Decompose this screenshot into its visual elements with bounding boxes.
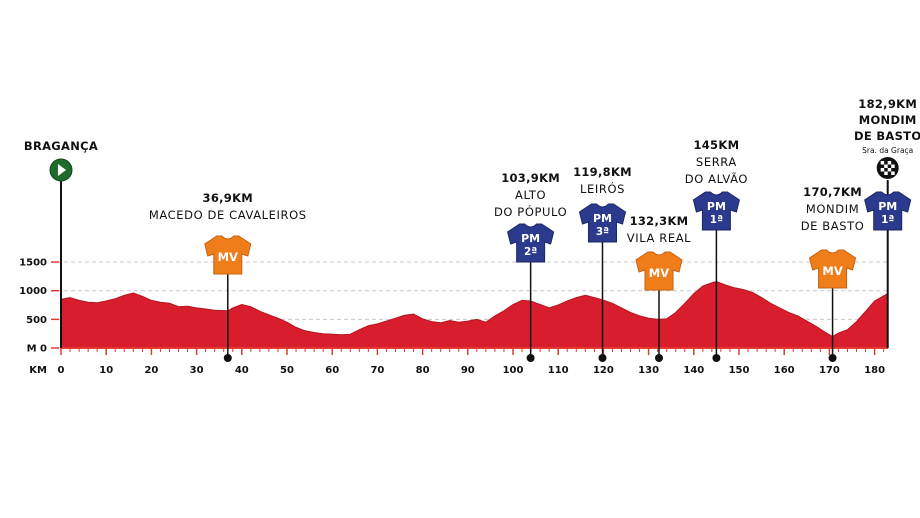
y-tick-label-500: 500 [26, 315, 47, 326]
climb-distance-label: 170,7KM [803, 185, 862, 199]
climb-km-dot [598, 354, 607, 362]
climb-markers: 36,9KM MACEDO DE CAVALEIROS MV 103,9KM ALTO D… [149, 138, 865, 362]
y-tick-label-1500: 1500 [19, 258, 47, 269]
x-tick-label-160: 160 [774, 365, 795, 376]
jersey-body [864, 191, 912, 231]
climb-marker: 132,3KM VILA REAL MV [627, 214, 691, 362]
finish-name-line2: DE BASTO [854, 129, 920, 143]
finish-sub-label: Sra. da Graça [862, 146, 913, 155]
jersey-label: MV [218, 250, 238, 264]
x-tick-label-140: 140 [683, 365, 704, 376]
climb-name-label: VILA REAL [627, 231, 691, 245]
checker-square [887, 161, 892, 165]
y-tick-label-0: M 0 [27, 344, 47, 355]
checker-square [884, 164, 888, 168]
jersey-label: PM [707, 200, 726, 213]
climb-name-label: ALTO [515, 188, 546, 202]
climb-name-label: DO PÓPULO [494, 204, 567, 219]
climb-name-label: DO ALVÃO [685, 171, 748, 186]
jersey-body [808, 249, 857, 289]
checker-square [887, 168, 892, 172]
jersey-label: MV [649, 266, 669, 280]
x-tick-label-20: 20 [144, 365, 158, 376]
x-tick-label-40: 40 [235, 365, 249, 376]
climb-km-dot [712, 354, 721, 362]
climb-distance-label: 132,3KM [630, 214, 689, 228]
jersey-label: PM [878, 200, 897, 213]
x-tick-label-100: 100 [503, 365, 524, 376]
checker-square [880, 161, 885, 165]
x-tick-label-60: 60 [325, 365, 339, 376]
climb-distance-label: 145KM [693, 138, 739, 152]
jersey-body [692, 191, 740, 231]
jersey-category: 3ª [596, 226, 609, 238]
x-tick-label-170: 170 [819, 365, 840, 376]
x-tick-label-80: 80 [416, 365, 430, 376]
jersey-category: 1ª [710, 214, 723, 226]
jersey-category: 1ª [881, 214, 894, 226]
x-tick-label-120: 120 [593, 365, 614, 376]
climb-km-dot [654, 354, 663, 362]
x-tick-label-130: 130 [638, 365, 659, 376]
climb-name-label: DE BASTO [801, 219, 865, 233]
climb-name-label: MACEDO DE CAVALEIROS [149, 208, 307, 222]
climb-km-dot [828, 354, 837, 362]
jersey-body [578, 203, 627, 243]
finish-distance-label: 182,9KM [858, 97, 917, 111]
x-tick-label-150: 150 [729, 365, 750, 376]
climb-distance-label: 119,8KM [573, 165, 632, 179]
x-tick-label-70: 70 [370, 365, 384, 376]
x-tick-label-110: 110 [548, 365, 569, 376]
climb-name-label: SERRA [696, 155, 737, 169]
elevation-profile-area [60, 280, 889, 349]
jersey-label: PM [521, 232, 540, 245]
y-tick-label-1000: 1000 [19, 286, 47, 297]
climb-km-dot [526, 354, 535, 362]
checker-square [891, 171, 895, 175]
climb-km-dot [223, 354, 232, 362]
x-tick-label-50: 50 [280, 365, 294, 376]
checker-square [891, 164, 895, 168]
x-tick-label-0: 0 [58, 365, 65, 376]
climb-name-label: LEIRÓS [580, 181, 625, 196]
jersey-body [507, 223, 555, 263]
start-marker: BRAGANÇA [24, 139, 98, 348]
climb-marker: 36,9KM MACEDO DE CAVALEIROS MV [149, 191, 307, 362]
climb-marker: 170,7KM MONDIM DE BASTO MV [801, 185, 865, 362]
axes: M 0 500 1000 1500 0 10 20 30 40 50 60 70 80 90 100 110 1… [19, 258, 888, 376]
start-label: BRAGANÇA [24, 139, 98, 153]
x-tick-label-180: 180 [864, 365, 885, 376]
orange-jersey-icon: MV [204, 235, 252, 275]
jersey-body [204, 235, 252, 275]
checker-square [884, 171, 888, 175]
climb-name-label: MONDIM [806, 202, 859, 216]
play-arrow-icon [58, 164, 66, 176]
jersey-label: MV [822, 264, 842, 278]
climb-distance-label: 36,9KM [203, 191, 254, 205]
checker-square [880, 168, 885, 172]
x-tick-label-90: 90 [461, 365, 475, 376]
orange-jersey-icon: MV [635, 251, 683, 291]
finish-name-line1: MONDIM [859, 113, 917, 127]
jersey-category: 2ª [524, 246, 537, 258]
climb-distance-label: 103,9KM [501, 171, 560, 185]
x-tick-label-30: 30 [190, 365, 204, 376]
x-tick-label-10: 10 [99, 365, 113, 376]
jersey-body [635, 251, 683, 291]
orange-jersey-icon: MV [808, 249, 857, 289]
jersey-label: PM [593, 212, 612, 225]
x-axis-label: KM [29, 365, 47, 376]
